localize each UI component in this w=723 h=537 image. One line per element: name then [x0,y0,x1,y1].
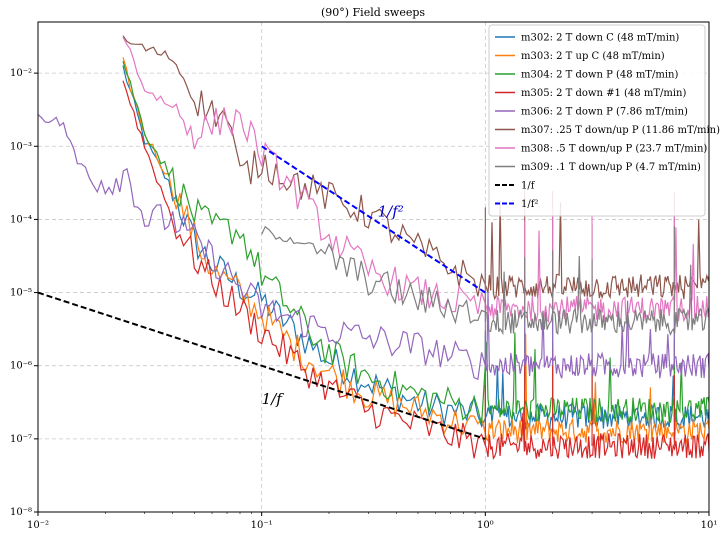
legend-label: m307: .25 T down/up P (11.86 mT/min) [521,125,720,136]
legend-label: 1/f² [521,199,538,210]
series-line-2 [122,61,709,425]
x-tick-label: 10⁰ [477,520,494,531]
chart-title: (90°) Field sweeps [321,6,425,19]
y-tick-label: 10⁻⁵ [10,288,32,299]
series-line-1 [122,57,709,445]
legend-label: m308: .5 T down/up P (23.7 mT/min) [521,144,707,155]
legend-box [488,24,706,217]
legend-label: 1/f [521,181,536,192]
x-tick-label: 10¹ [701,520,718,531]
series-line-4 [38,113,709,381]
legend-label: m305: 2 T down #1 (48 mT/min) [521,88,686,99]
legend-label: m303: 2 T up C (48 mT/min) [521,51,665,62]
annotation-0: 1/f [262,390,285,408]
series-line-8 [38,291,486,440]
y-tick-label: 10⁻³ [10,141,32,152]
x-tick-label: 10⁻² [27,520,49,531]
series-line-5 [122,35,709,301]
legend-label: m304: 2 T down P (48 mT/min) [521,70,678,81]
x-tick-label: 10⁻¹ [251,520,273,531]
series-line-6 [122,36,709,324]
legend-label: m309: .1 T down/up P (4.7 mT/min) [521,162,701,173]
y-tick-label: 10⁻⁷ [10,434,32,445]
y-tick-label: 10⁻⁶ [10,361,32,372]
series-group [38,35,709,460]
plot-frame [37,21,710,513]
annotation-1: 1/f² [378,202,404,220]
annotations-group: 1/f 1/f² [262,202,404,408]
legend: m302: 2 T down C (48 mT/min) m303: 2 T up… [488,24,720,217]
y-tick-label: 10⁻² [10,68,32,79]
series-line-3 [122,80,709,460]
y-tick-label: 10⁻⁸ [10,507,32,518]
legend-label: m302: 2 T down C (48 mT/min) [521,33,679,44]
legend-label: m306: 2 T down P (7.86 mT/min) [521,107,688,118]
y-tick-label: 10⁻⁴ [10,214,32,225]
axis-ticks: 10⁻² 10⁻¹ 10⁰ 10¹ 10⁻⁸ 10⁻⁷ 10⁻⁶ 10⁻⁵ 10⁻⁴ 10⁻³ 10… [10,68,717,531]
series-line-7 [261,225,709,337]
